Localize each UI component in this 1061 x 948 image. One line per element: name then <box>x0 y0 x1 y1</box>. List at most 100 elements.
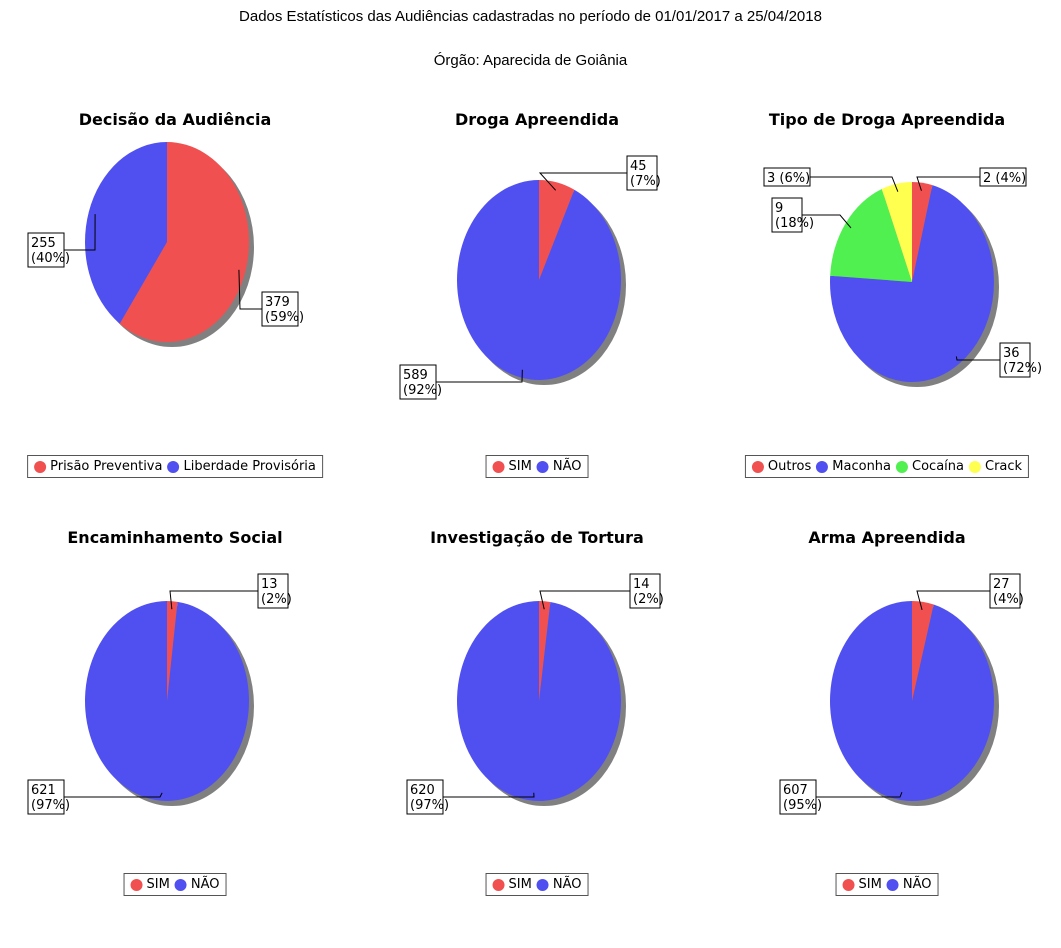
data-label-value: 27 <box>993 577 1010 592</box>
legend-swatch-icon <box>886 878 899 891</box>
pie-slice-crack <box>881 182 912 282</box>
legend-swatch-icon <box>968 460 981 473</box>
data-label-percent: (59%) <box>265 310 304 325</box>
chart-panel: Investigação de Tortura 14 (2%) 620 (97%) SIM… <box>362 528 712 948</box>
chart-legend: SIM NÃO <box>485 455 589 478</box>
data-label-percent: (97%) <box>410 798 449 813</box>
label-leader-line <box>539 590 630 610</box>
legend-label: Outros <box>767 459 812 474</box>
chart-panel: Decisão da Audiência 379 (59%) 255 (40%) Pris… <box>0 110 350 530</box>
label-leader-line <box>802 214 852 229</box>
data-label-value: 621 <box>31 783 56 798</box>
pie-slice-sim <box>167 601 178 701</box>
legend-label: SIM <box>146 877 170 892</box>
data-label-value: 36 <box>1003 346 1020 361</box>
data-label-percent: (2%) <box>261 592 292 607</box>
chart-title: Investigação de Tortura <box>430 528 644 547</box>
legend-item: Outros <box>751 459 812 474</box>
pie-chart: 14(2%) 620(97%) <box>406 573 664 815</box>
legend-swatch-icon <box>816 460 829 473</box>
legend-item: SIM <box>492 459 532 474</box>
data-label-box <box>629 573 661 609</box>
legend-item: Maconha <box>816 459 891 474</box>
data-label-percent: (95%) <box>783 798 822 813</box>
legend-swatch-icon <box>492 460 505 473</box>
pie-chart: 379(59%) 255(40%) <box>27 142 304 347</box>
data-label-percent: (97%) <box>31 798 70 813</box>
legend-label: NÃO <box>552 459 582 474</box>
pie-chart: 45(7%) 589(92%) <box>399 155 661 400</box>
pie-slice-sim <box>539 601 551 701</box>
data-label-box <box>979 167 1027 187</box>
data-label-percent: (2%) <box>633 592 664 607</box>
data-label-value: 9 <box>775 201 783 216</box>
report-subtitle: Órgão: Aparecida de Goiânia <box>433 52 628 69</box>
chart-panel: Arma Apreendida 27 (4%) 607 (95%) SIM NÃO <box>712 528 1061 948</box>
chart-panel: Encaminhamento Social 13 (2%) 621 (97%) SIM NÃ… <box>0 528 350 948</box>
data-label-box <box>763 167 811 187</box>
pie-slice-não <box>457 180 621 380</box>
chart-legend: Outros Maconha Cocaína Crack <box>744 455 1030 478</box>
legend-label: Crack <box>984 459 1023 474</box>
data-label-box <box>257 573 289 609</box>
legend-label: Cocaína <box>912 459 964 474</box>
legend-item: NÃO <box>174 877 220 892</box>
data-label-value: 607 <box>783 783 808 798</box>
legend-label: SIM <box>858 877 882 892</box>
data-label-box <box>399 364 437 400</box>
pie-slice-sim <box>539 180 575 280</box>
label-leader-line <box>443 792 535 798</box>
legend-item: Prisão Preventiva <box>34 459 162 474</box>
data-label-box <box>406 779 444 815</box>
legend-swatch-icon <box>536 878 549 891</box>
legend-item: Cocaína <box>896 459 964 474</box>
pie-slice-sim <box>912 601 934 701</box>
data-label-percent: (18%) <box>775 216 814 231</box>
legend-swatch-icon <box>842 878 855 891</box>
pie-slice-não <box>830 601 994 801</box>
data-label-value: 14 <box>633 577 650 592</box>
data-label-value: 620 <box>410 783 435 798</box>
data-label-box <box>261 291 299 327</box>
data-label-value: 3 (6%) <box>767 171 810 186</box>
legend-swatch-icon <box>167 460 180 473</box>
legend-item: Crack <box>968 459 1023 474</box>
legend-item: NÃO <box>886 877 931 892</box>
data-label-box <box>999 342 1031 378</box>
legend-label: Maconha <box>832 459 892 474</box>
legend-label: SIM <box>508 459 532 474</box>
legend-item: NÃO <box>536 459 582 474</box>
legend-swatch-icon <box>896 460 909 473</box>
label-leader-line <box>64 214 96 251</box>
data-label-percent: (4%) <box>993 592 1024 607</box>
legend-swatch-icon <box>492 878 505 891</box>
label-leader-line <box>436 369 523 383</box>
data-label-box <box>779 779 817 815</box>
label-leader-line <box>955 356 1000 361</box>
label-leader-line <box>169 590 258 610</box>
legend-item: NÃO <box>536 877 582 892</box>
data-label-value: 2 (4%) <box>983 171 1026 186</box>
data-label-box <box>626 155 658 191</box>
pie-chart: 13(2%) 621(97%) <box>27 573 292 815</box>
chart-panel: Droga Apreendida 45 (7%) 589 (92%) SIM NÃO <box>362 110 712 530</box>
label-leader-line <box>916 176 980 191</box>
chart-title: Tipo de Droga Apreendida <box>768 110 1006 129</box>
pie-slice-cocaína <box>830 189 912 282</box>
legend-label: NÃO <box>552 877 582 892</box>
chart-title: Decisão da Audiência <box>78 110 272 129</box>
label-leader-line <box>810 176 899 192</box>
report-title: Dados Estatísticos das Audiências cadast… <box>239 8 822 25</box>
label-leader-line <box>538 172 627 191</box>
chart-title: Droga Apreendida <box>455 110 619 129</box>
data-label-value: 255 <box>31 236 56 251</box>
pie-chart: 2 (4%) 36(72%) 9(18%) 3 (6%) <box>763 167 1042 387</box>
chart-panel: Tipo de Droga Apreendida 2 (4%) 36 (72%) 9 (1… <box>712 110 1061 530</box>
legend-label: SIM <box>508 877 532 892</box>
legend-swatch-icon <box>34 460 47 473</box>
legend-label: NÃO <box>190 877 220 892</box>
data-label-percent: (7%) <box>630 174 661 189</box>
legend-item: SIM <box>492 877 532 892</box>
chart-legend: Prisão Preventiva Liberdade Provisória <box>27 455 323 478</box>
data-label-value: 379 <box>265 295 290 310</box>
